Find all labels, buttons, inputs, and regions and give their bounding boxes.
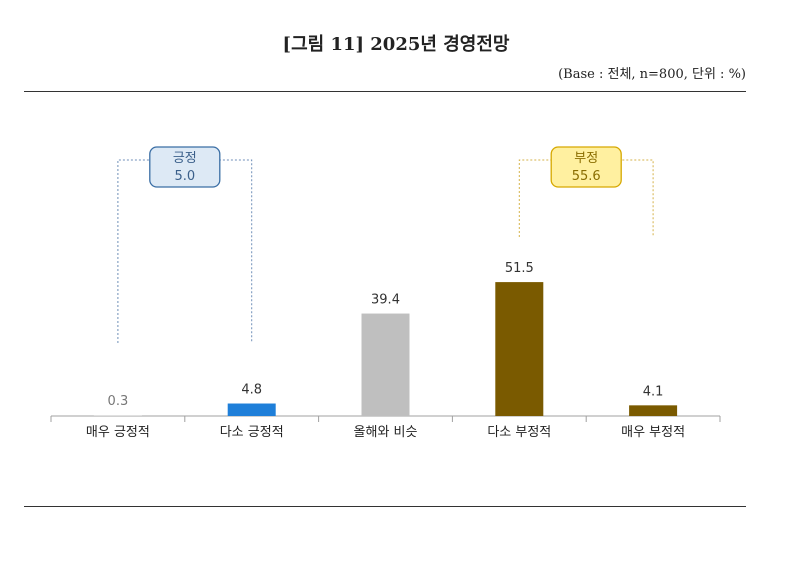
bottom-divider xyxy=(24,506,746,507)
category-label-2: 다소 긍정적 xyxy=(220,425,284,440)
value-label-4: 51.5 xyxy=(505,261,534,276)
bar-4 xyxy=(495,282,544,416)
group-value-1: 5.0 xyxy=(174,169,195,184)
group-label-2: 부정 xyxy=(574,151,598,166)
base-note: (Base : 전체, n=800, 단위 : %) xyxy=(558,67,746,82)
category-label-1: 매우 긍정적 xyxy=(86,425,150,440)
bar-3 xyxy=(361,313,410,416)
top-divider xyxy=(24,91,746,92)
group-bracket-2 xyxy=(518,159,654,237)
value-label-5: 4.1 xyxy=(643,384,664,399)
category-label-4: 다소 부정적 xyxy=(487,425,551,440)
value-label-3: 39.4 xyxy=(371,293,400,308)
group-box-1 xyxy=(149,146,221,188)
group-value-2: 55.6 xyxy=(572,169,601,184)
value-label-1: 0.3 xyxy=(108,394,129,409)
bar-2 xyxy=(227,403,276,416)
chart-title: [그림 11] 2025년 경영전망 xyxy=(282,34,510,55)
bar-5 xyxy=(629,405,678,416)
value-label-2: 4.8 xyxy=(241,383,262,398)
category-label-3: 올해와 비슷 xyxy=(354,425,418,440)
group-box-2 xyxy=(550,146,622,188)
group-label-1: 긍정 xyxy=(173,151,197,166)
bar-1 xyxy=(93,415,142,416)
category-label-5: 매우 부정적 xyxy=(621,425,685,440)
